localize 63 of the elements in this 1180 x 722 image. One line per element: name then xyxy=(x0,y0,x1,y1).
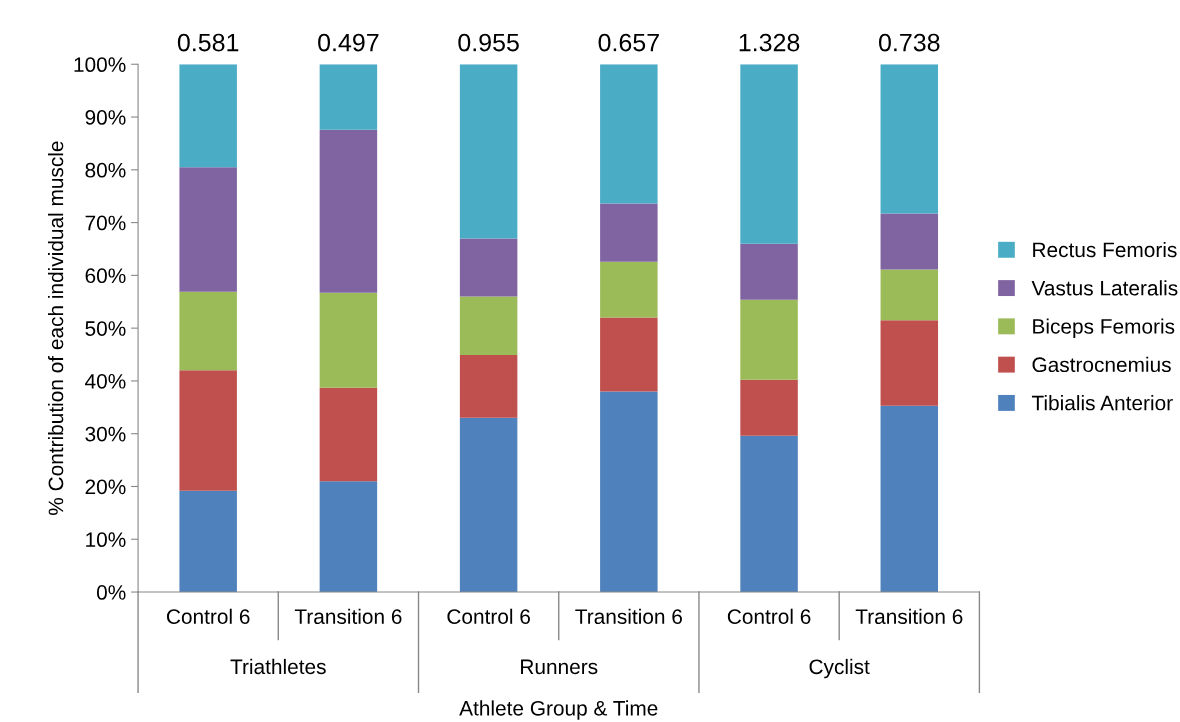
bar xyxy=(600,317,658,392)
bar xyxy=(179,167,237,292)
text: Triathletes xyxy=(230,658,326,675)
text: 0.497 xyxy=(318,33,379,52)
x-tick-label: Transition 6 xyxy=(575,608,682,625)
bar xyxy=(179,490,237,593)
bar xyxy=(459,64,518,239)
text: Runners xyxy=(521,659,598,675)
bar xyxy=(319,129,378,293)
text: 0.581 xyxy=(177,33,239,52)
y-tick-label: 10% xyxy=(86,532,126,548)
bar xyxy=(600,261,658,318)
legend-label: Vastus Lateralis xyxy=(1031,280,1178,296)
bar xyxy=(179,291,237,371)
x-tick-label: Control 6 xyxy=(727,608,811,625)
bar xyxy=(459,355,518,418)
text: Cyclist xyxy=(809,658,870,679)
bar xyxy=(880,320,939,406)
x-tick-label: Control 6 xyxy=(166,608,250,625)
bar xyxy=(880,405,939,593)
y-tick-label: 20% xyxy=(85,479,126,495)
bar xyxy=(600,64,658,204)
x-axis-title: Athlete Group & Time xyxy=(459,700,658,720)
y-tick-label: 40% xyxy=(85,373,126,389)
text: 0.657 xyxy=(598,33,659,52)
y-tick-label: 60% xyxy=(85,268,126,284)
bar xyxy=(319,481,378,593)
bar xyxy=(600,203,658,262)
bar xyxy=(740,435,798,593)
bar xyxy=(880,213,939,270)
x-tick-label: Transition 6 xyxy=(294,608,402,625)
bar xyxy=(740,379,798,436)
x-tick-label: Control 6 xyxy=(447,608,530,625)
y-tick-label: 50% xyxy=(85,321,126,336)
y-tick-label: 0% xyxy=(96,585,126,600)
bar xyxy=(880,269,939,321)
y-tick-label: 100% xyxy=(74,57,126,73)
text: 1.328 xyxy=(739,33,800,52)
bar xyxy=(880,64,939,214)
bar xyxy=(179,370,237,491)
legend-label: Biceps Femoris xyxy=(1033,318,1175,338)
bar xyxy=(740,243,798,300)
bar xyxy=(459,238,518,297)
y-tick-label: 80% xyxy=(85,162,126,178)
bar xyxy=(740,64,798,244)
bar xyxy=(600,391,658,593)
legend-label: Rectus Femoris xyxy=(1033,241,1177,258)
legend-label: Tibialis Anterior xyxy=(1031,395,1173,411)
y-tick-label: 90% xyxy=(85,110,126,125)
text: 0.738 xyxy=(878,33,940,52)
bar xyxy=(740,299,798,380)
y-tick-label: 30% xyxy=(85,426,126,442)
bar xyxy=(179,64,237,168)
bar xyxy=(319,292,378,388)
text: 0.955 xyxy=(458,33,519,52)
legend-label: Gastrocnemius xyxy=(1032,356,1171,373)
x-tick-label: Transition 6 xyxy=(855,608,963,625)
bar xyxy=(319,387,378,482)
bar xyxy=(459,417,518,593)
bar xyxy=(319,64,378,130)
y-tick-label: 70% xyxy=(85,215,126,231)
bar xyxy=(459,296,518,356)
y-axis-title: % Contribution of each individual muscle xyxy=(48,141,64,515)
